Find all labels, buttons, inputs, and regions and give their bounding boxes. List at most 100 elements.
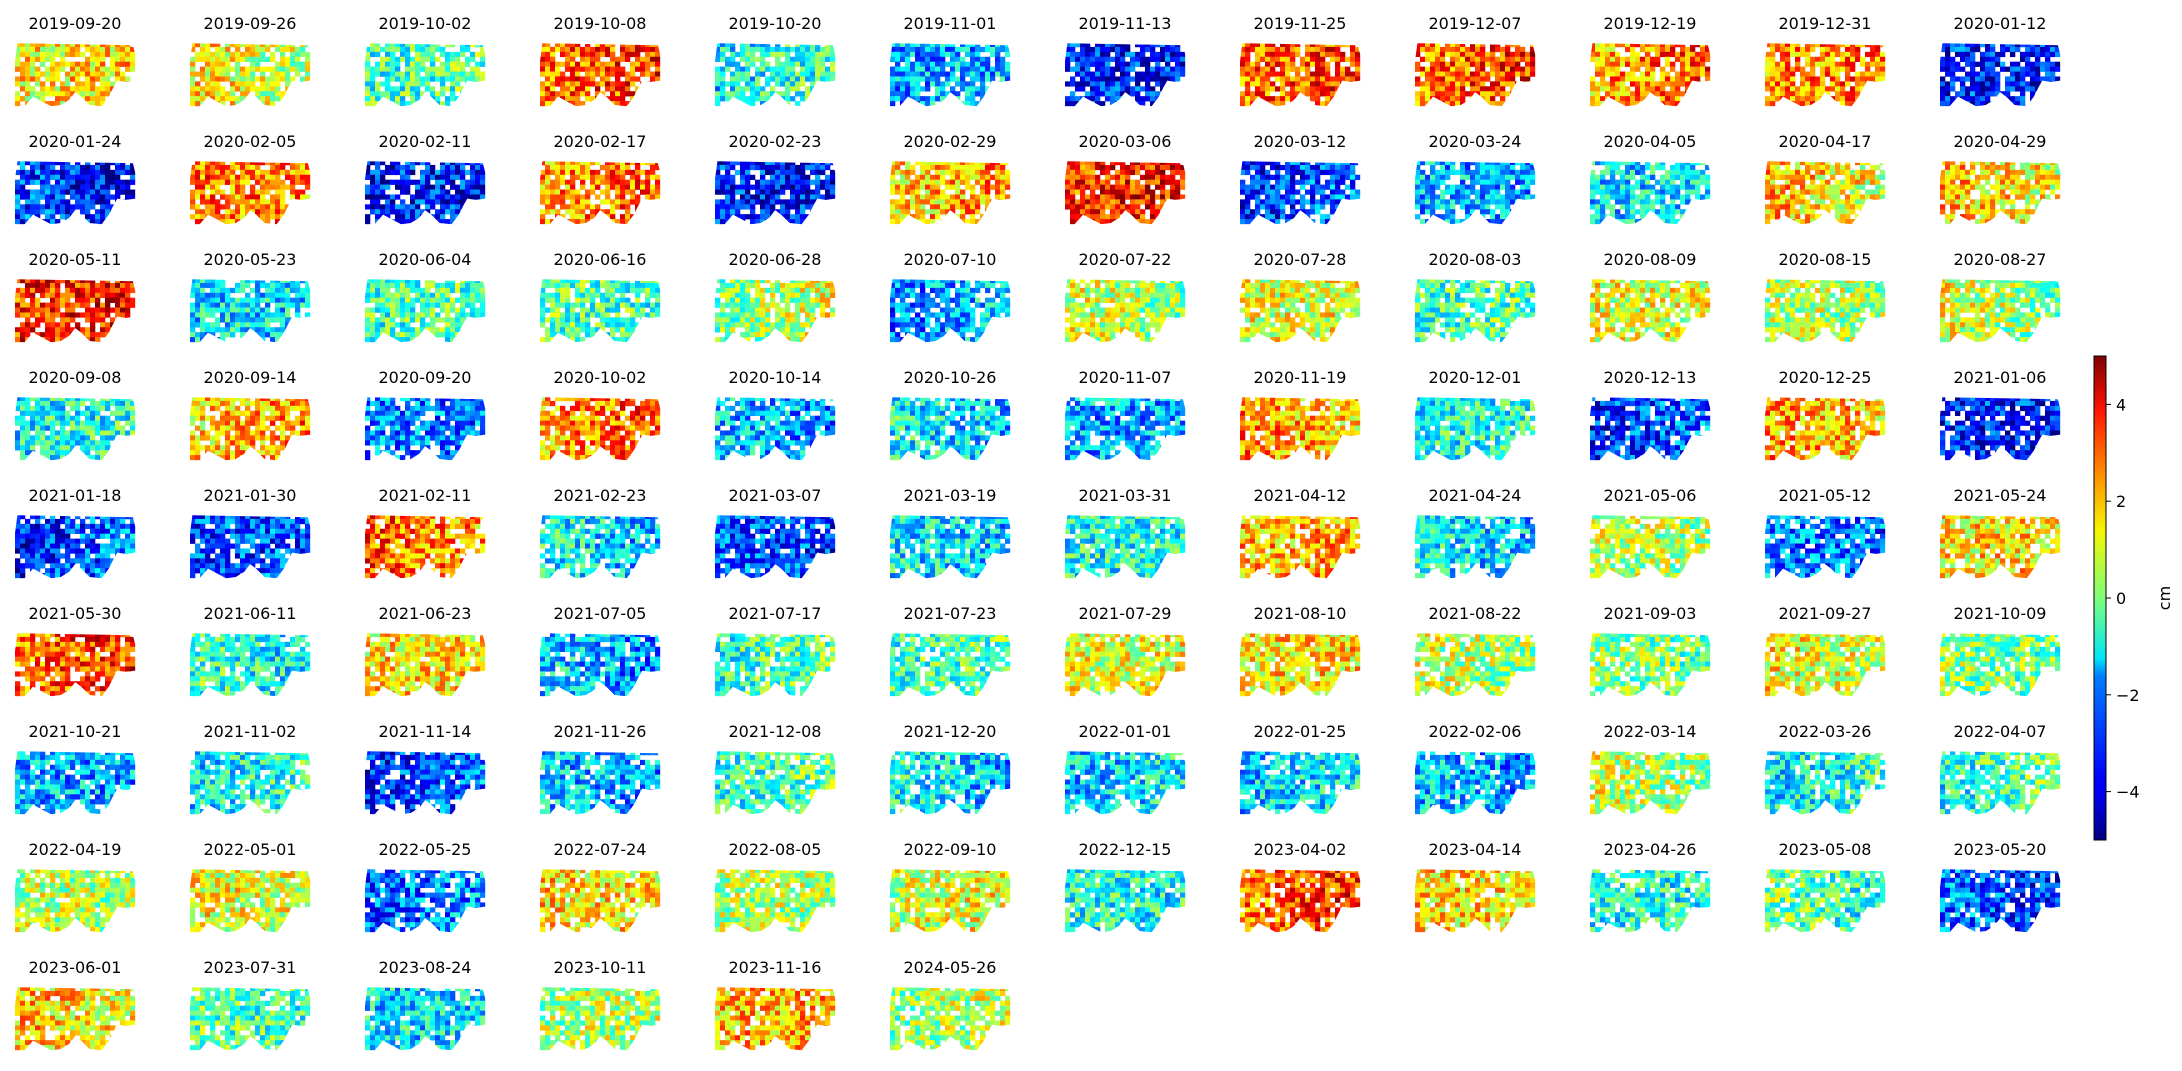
panel-heatmap — [715, 43, 836, 107]
panel-heatmap — [540, 397, 661, 461]
panel-title: 2020-03-12 — [1254, 132, 1347, 151]
panel-title: 2023-04-02 — [1254, 840, 1347, 859]
panel-heatmap — [190, 279, 311, 343]
panel-title: 2020-05-23 — [204, 250, 297, 269]
panel-heatmap — [1415, 43, 1536, 107]
panel-title: 2021-06-23 — [379, 604, 472, 623]
panel-heatmap — [540, 43, 661, 107]
panel-heatmap — [540, 515, 661, 579]
panel-title: 2020-06-04 — [379, 250, 472, 269]
panel-title: 2020-09-20 — [379, 368, 472, 387]
panel-heatmap — [15, 43, 136, 107]
panel-title: 2020-01-24 — [29, 132, 122, 151]
panel-heatmap — [890, 869, 1011, 933]
panel-title: 2020-02-29 — [904, 132, 997, 151]
panel-heatmap — [1590, 515, 1711, 579]
panel-title: 2019-09-26 — [204, 14, 297, 33]
panel-heatmap — [190, 869, 311, 933]
panel-title: 2020-07-22 — [1079, 250, 1172, 269]
panel-heatmap — [540, 869, 661, 933]
panel-title: 2021-02-23 — [554, 486, 647, 505]
panel-title: 2021-05-30 — [29, 604, 122, 623]
panel-heatmap — [1415, 633, 1536, 697]
panel-heatmap — [365, 43, 486, 107]
panel-title: 2023-08-24 — [379, 958, 472, 977]
panel-title: 2020-02-11 — [379, 132, 472, 151]
panel-heatmap — [1940, 161, 2061, 225]
panel-heatmap — [190, 397, 311, 461]
panel-title: 2020-02-17 — [554, 132, 647, 151]
panel-title: 2021-09-27 — [1779, 604, 1872, 623]
panel-title: 2021-01-30 — [204, 486, 297, 505]
panel-heatmap — [1415, 515, 1536, 579]
panel-heatmap — [1590, 751, 1711, 815]
panel-title: 2020-08-15 — [1779, 250, 1872, 269]
colorbar-tick-label: 4 — [2116, 395, 2126, 414]
panel-heatmap — [1415, 751, 1536, 815]
panel-heatmap — [365, 279, 486, 343]
panel-title: 2020-06-16 — [554, 250, 647, 269]
panel-title: 2019-12-19 — [1604, 14, 1697, 33]
panel-title: 2020-04-29 — [1954, 132, 2047, 151]
panel-heatmap — [15, 279, 136, 343]
panel-heatmap — [15, 751, 136, 815]
panel-title: 2020-02-23 — [729, 132, 822, 151]
panel-heatmap — [1590, 869, 1711, 933]
panel-title: 2021-03-07 — [729, 486, 822, 505]
panel-heatmap — [540, 633, 661, 697]
panel-heatmap — [715, 279, 836, 343]
panel-heatmap — [1065, 869, 1186, 933]
panel-title: 2022-02-06 — [1429, 722, 1522, 741]
panel-title: 2021-08-10 — [1254, 604, 1347, 623]
panel-heatmap — [1765, 869, 1886, 933]
panel-title: 2021-11-14 — [379, 722, 472, 741]
panel-heatmap — [715, 515, 836, 579]
panel-title: 2019-12-07 — [1429, 14, 1522, 33]
panel-heatmap — [1065, 161, 1186, 225]
panel-heatmap — [15, 161, 136, 225]
panel-heatmap — [1765, 397, 1886, 461]
panel-title: 2019-09-20 — [29, 14, 122, 33]
panel-title: 2023-10-11 — [554, 958, 647, 977]
panel-heatmap — [890, 43, 1011, 107]
panel-title: 2020-10-02 — [554, 368, 647, 387]
panel-heatmap — [365, 515, 486, 579]
colorbar-tick-label: −2 — [2116, 686, 2140, 705]
panel-heatmap — [715, 161, 836, 225]
panel-heatmap — [890, 397, 1011, 461]
panel-heatmap — [15, 397, 136, 461]
panel-heatmap — [1240, 279, 1361, 343]
panel-title: 2022-03-26 — [1779, 722, 1872, 741]
panel-heatmap — [1065, 279, 1186, 343]
panel-title: 2020-01-12 — [1954, 14, 2047, 33]
panel-heatmap — [1940, 751, 2061, 815]
panel-title: 2020-02-05 — [204, 132, 297, 151]
panel-heatmap — [890, 633, 1011, 697]
colorbar: 4 2 0 −2 −4 cm — [2093, 355, 2174, 841]
panel-title: 2021-01-18 — [29, 486, 122, 505]
panel-title: 2021-05-24 — [1954, 486, 2047, 505]
panel-heatmap — [365, 633, 486, 697]
panel-title: 2019-12-31 — [1779, 14, 1872, 33]
panel-title: 2022-04-07 — [1954, 722, 2047, 741]
panel-heatmap — [715, 633, 836, 697]
panel-heatmap — [1065, 751, 1186, 815]
panel-title: 2023-11-16 — [729, 958, 822, 977]
panel-heatmap — [1240, 397, 1361, 461]
panel-title: 2021-07-23 — [904, 604, 997, 623]
panel-heatmap — [1415, 161, 1536, 225]
panel-title: 2021-12-20 — [904, 722, 997, 741]
panel-heatmap — [1240, 515, 1361, 579]
panel-title: 2020-03-06 — [1079, 132, 1172, 151]
panel-title: 2022-03-14 — [1604, 722, 1697, 741]
panel-title: 2020-12-13 — [1604, 368, 1697, 387]
panel-title: 2020-09-08 — [29, 368, 122, 387]
panel-title: 2023-05-08 — [1779, 840, 1872, 859]
panel-heatmap — [715, 869, 836, 933]
panel-title: 2019-11-13 — [1079, 14, 1172, 33]
panel-title: 2022-05-01 — [204, 840, 297, 859]
panel-title: 2024-05-26 — [904, 958, 997, 977]
panel-title: 2021-10-09 — [1954, 604, 2047, 623]
panel-title: 2020-09-14 — [204, 368, 297, 387]
panel-title: 2020-10-26 — [904, 368, 997, 387]
